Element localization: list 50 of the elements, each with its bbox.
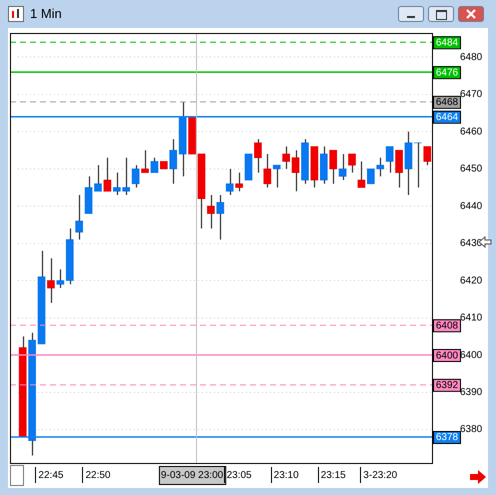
candlestick bbox=[395, 150, 403, 188]
candlestick bbox=[386, 146, 394, 174]
candlestick bbox=[112, 172, 121, 196]
candlestick bbox=[254, 138, 262, 174]
x-tick-label: 23:15 bbox=[320, 470, 346, 481]
candlestick bbox=[235, 172, 243, 192]
ref-line-label: 6408 bbox=[436, 320, 459, 332]
x-tick-label: 9-03-09 23:00 bbox=[160, 470, 224, 481]
candlestick bbox=[169, 138, 178, 184]
x-tick-label: 23:10 bbox=[274, 470, 300, 481]
ref-line-label: 6476 bbox=[436, 67, 459, 78]
y-tick-label: 6420 bbox=[460, 275, 483, 286]
y-tick-label: 6380 bbox=[460, 424, 483, 436]
candlestick bbox=[104, 157, 112, 192]
candlestick bbox=[329, 150, 338, 184]
ref-line-label: 6484 bbox=[436, 38, 459, 49]
y-tick-label: 6440 bbox=[460, 200, 483, 212]
y-tick-label: 6470 bbox=[460, 89, 483, 100]
y-tick-label: 6450 bbox=[460, 164, 483, 175]
y-tick-label: 6460 bbox=[460, 126, 483, 138]
candlestick bbox=[18, 336, 27, 438]
candlestick bbox=[56, 268, 64, 289]
candlestick bbox=[141, 150, 149, 173]
candlestick bbox=[66, 228, 74, 285]
x-tick-label: 3-23:20 bbox=[363, 470, 398, 481]
chart-title: 1 Min bbox=[30, 6, 62, 21]
candlestick bbox=[226, 168, 234, 196]
candlestick bbox=[122, 157, 130, 196]
candlestick bbox=[75, 194, 83, 240]
y-tick-label: 6410 bbox=[460, 312, 483, 324]
candlestick bbox=[338, 153, 346, 181]
candlestick bbox=[320, 146, 328, 184]
candlestick bbox=[272, 164, 281, 188]
candlestick bbox=[207, 194, 215, 230]
candlestick bbox=[264, 153, 272, 188]
ref-line-label: 6392 bbox=[436, 380, 459, 392]
ref-line-label: 6468 bbox=[436, 97, 459, 108]
y-tick-label: 6400 bbox=[460, 350, 483, 361]
y-tick-label: 6480 bbox=[460, 52, 483, 63]
ref-line-label: 6400 bbox=[436, 350, 459, 362]
ref-line-label: 6464 bbox=[436, 112, 459, 124]
candlestick bbox=[216, 194, 224, 240]
ref-line-label: 6378 bbox=[436, 432, 459, 444]
candlestick bbox=[358, 160, 366, 188]
candlestick bbox=[47, 258, 55, 304]
x-tick-label: 22:45 bbox=[38, 470, 64, 481]
x-tick-label: 23:05 bbox=[226, 470, 252, 481]
x-tick-label: 22:50 bbox=[85, 470, 111, 481]
candlestick bbox=[376, 157, 384, 177]
y-tick-label: 6390 bbox=[460, 387, 483, 398]
